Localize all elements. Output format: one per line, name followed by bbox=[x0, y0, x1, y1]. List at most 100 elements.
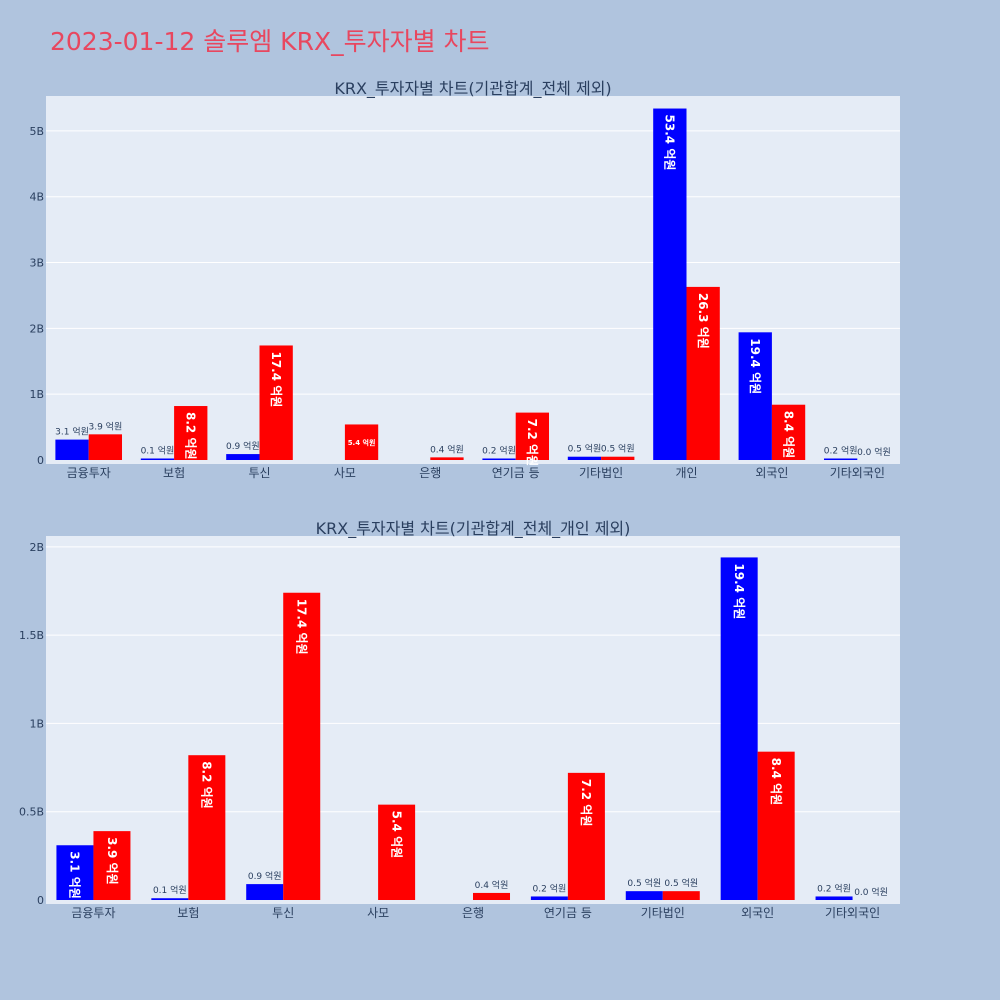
data-label: 0.4 억원 bbox=[475, 879, 509, 891]
y-tick-label: 1B bbox=[29, 388, 44, 401]
bar bbox=[738, 332, 772, 460]
y-tick-label: 5B bbox=[29, 125, 44, 138]
data-label: 8.4 억원 bbox=[769, 758, 783, 806]
bar bbox=[653, 108, 687, 460]
bar bbox=[88, 434, 123, 460]
data-label: 0.5 억원 bbox=[601, 443, 635, 455]
y-tick-label: 0 bbox=[37, 894, 44, 907]
bar bbox=[720, 557, 758, 900]
bar bbox=[482, 458, 516, 460]
y-tick-label: 4B bbox=[29, 191, 44, 204]
bar bbox=[246, 884, 284, 900]
data-label: 7.2 억원 bbox=[579, 779, 593, 827]
data-label: 0.5 억원 bbox=[627, 877, 661, 889]
y-tick-label: 0.5B bbox=[19, 806, 44, 819]
x-tick-label: 투신 bbox=[272, 906, 294, 920]
x-tick-label: 금융투자 bbox=[67, 466, 111, 480]
x-tick-label: 기타법인 bbox=[579, 466, 623, 480]
data-label: 8.4 억원 bbox=[781, 411, 795, 459]
data-label: 8.2 억원 bbox=[200, 761, 214, 809]
data-label: 0.5 억원 bbox=[664, 877, 698, 889]
data-label: 0.1 억원 bbox=[153, 884, 187, 896]
bar bbox=[56, 845, 94, 900]
bar bbox=[283, 592, 321, 900]
x-tick-label: 은행 bbox=[419, 465, 441, 480]
data-label: 3.1 억원 bbox=[68, 851, 82, 899]
data-label: 17.4 억원 bbox=[269, 351, 283, 407]
x-tick-label: 기타법인 bbox=[641, 906, 685, 920]
data-label: 0.2 억원 bbox=[824, 445, 858, 457]
bar bbox=[430, 457, 464, 460]
data-label: 8.2 억원 bbox=[184, 412, 198, 460]
y-tick-label: 2B bbox=[29, 322, 44, 335]
bar bbox=[530, 896, 568, 900]
data-label: 5.4 억원 bbox=[389, 811, 403, 859]
chart-title: KRX_투자자별 차트(기관합계_전체_개인 제외) bbox=[316, 519, 631, 539]
bar bbox=[815, 896, 853, 900]
page-title: 2023-01-12 솔루엠 KRX_투자자별 차트 bbox=[50, 27, 490, 56]
data-label: 3.1 억원 bbox=[55, 426, 89, 438]
x-tick-label: 외국인 bbox=[755, 466, 788, 480]
data-label: 0.2 억원 bbox=[482, 445, 516, 457]
data-label: 0.5 억원 bbox=[568, 443, 602, 455]
x-tick-label: 보험 bbox=[177, 906, 199, 920]
data-label: 0.0 억원 bbox=[857, 446, 891, 458]
bar bbox=[771, 404, 806, 460]
data-label: 0.1 억원 bbox=[141, 445, 175, 457]
data-label: 0.9 억원 bbox=[248, 870, 282, 882]
x-tick-label: 은행 bbox=[462, 905, 484, 920]
bar bbox=[140, 458, 175, 460]
x-tick-label: 연기금 등 bbox=[492, 466, 540, 480]
bar bbox=[567, 456, 602, 460]
data-label: 26.3 억원 bbox=[696, 293, 710, 349]
x-tick-label: 금융투자 bbox=[71, 906, 115, 920]
chart-1: 0 1B 2B 3B 4B 5B KRX_투자자별 차트(기관합계_전체 제외) 금융투자 3.… bbox=[29, 79, 900, 480]
data-label: 19.4 억원 bbox=[748, 338, 762, 394]
data-label: 19.4 억원 bbox=[732, 563, 746, 619]
x-tick-label: 기타외국인 bbox=[825, 906, 880, 920]
data-label: 0.4 억원 bbox=[430, 443, 464, 455]
bar bbox=[151, 898, 189, 900]
bar bbox=[473, 892, 511, 900]
bar bbox=[55, 439, 89, 460]
x-tick-label: 개인 bbox=[675, 466, 697, 480]
bar bbox=[625, 891, 663, 900]
bar bbox=[226, 454, 260, 460]
data-label: 3.9 억원 bbox=[105, 837, 119, 885]
x-tick-label: 투신 bbox=[248, 466, 270, 480]
bar bbox=[601, 456, 635, 460]
data-label: 7.2 억원 bbox=[525, 419, 539, 467]
data-label: 0.0 억원 bbox=[854, 886, 888, 898]
y-tick-label: 0 bbox=[37, 454, 44, 467]
chart-title: KRX_투자자별 차트(기관합계_전체 제외) bbox=[334, 79, 611, 99]
x-tick-label: 보험 bbox=[163, 466, 185, 480]
x-tick-label: 기타외국인 bbox=[830, 466, 885, 480]
bar bbox=[567, 772, 605, 900]
chart-2: 0 0.5B 1B 1.5B 2B KRX_투자자별 차트(기관합계_전체_개인 제외) 금… bbox=[19, 519, 900, 920]
bar bbox=[378, 804, 416, 900]
x-tick-label: 사모 bbox=[367, 906, 389, 920]
data-label: 5.4 억원 bbox=[348, 438, 376, 447]
bar bbox=[686, 286, 720, 460]
y-tick-label: 3B bbox=[29, 257, 44, 270]
data-label: 0.2 억원 bbox=[817, 882, 851, 894]
bar bbox=[174, 406, 208, 460]
x-tick-label: 외국인 bbox=[741, 906, 774, 920]
bar bbox=[188, 755, 226, 900]
data-label: 0.2 억원 bbox=[533, 882, 567, 894]
bar bbox=[662, 891, 700, 900]
data-label: 17.4 억원 bbox=[295, 599, 309, 655]
bar bbox=[823, 458, 858, 460]
bar bbox=[344, 424, 379, 460]
data-label: 3.9 억원 bbox=[88, 420, 122, 432]
y-tick-label: 1B bbox=[29, 717, 44, 730]
y-tick-label: 2B bbox=[29, 541, 44, 554]
bar bbox=[93, 831, 131, 900]
bar bbox=[515, 412, 550, 460]
data-label: 0.9 억원 bbox=[226, 440, 260, 452]
y-tick-label: 1.5B bbox=[19, 629, 44, 642]
x-tick-label: 연기금 등 bbox=[544, 906, 592, 920]
x-tick-label: 사모 bbox=[334, 466, 356, 480]
data-label: 53.4 억원 bbox=[663, 115, 677, 171]
